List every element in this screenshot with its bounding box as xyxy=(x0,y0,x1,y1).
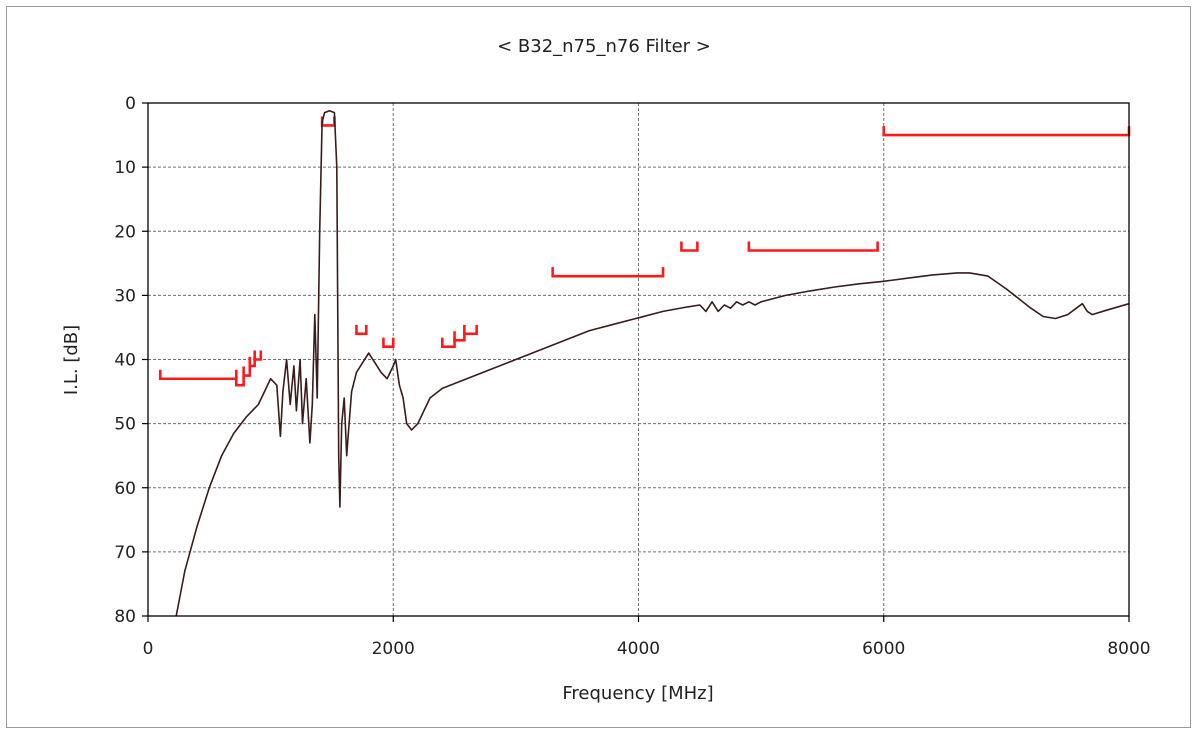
x-tick-label: 2000 xyxy=(372,639,415,659)
x-tick-label: 8000 xyxy=(1107,639,1150,659)
y-tick-label: 60 xyxy=(114,479,136,499)
spec-mask-segment xyxy=(253,350,263,361)
response-curve xyxy=(175,109,1130,617)
x-tick-label: 6000 xyxy=(862,639,905,659)
spec-mask-segment xyxy=(158,369,238,381)
x-tick-label: 4000 xyxy=(617,639,660,659)
spec-mask-segment xyxy=(441,337,456,348)
chart-frame xyxy=(6,6,1191,728)
spec-mask-segment xyxy=(382,337,395,348)
y-tick-label: 80 xyxy=(114,607,136,627)
grid xyxy=(148,103,1129,616)
spec-mask-segment xyxy=(463,324,478,336)
y-tick-label: 70 xyxy=(114,543,136,563)
spec-mask-layer xyxy=(158,116,1131,387)
y-tick-label: 10 xyxy=(114,158,136,178)
spec-mask-segment xyxy=(242,366,252,377)
spec-mask-segment xyxy=(453,331,466,342)
y-tick-label: 30 xyxy=(114,286,136,306)
y-axis-ticks: 0 10 20 30 40 50 60 70 80 xyxy=(114,94,148,627)
y-tick-label: 0 xyxy=(125,94,136,114)
spec-mask-segment xyxy=(680,241,699,252)
spec-mask-segment xyxy=(882,126,1131,137)
spec-mask-segment xyxy=(551,267,665,278)
y-tick-label: 40 xyxy=(114,351,136,371)
y-tick-label: 50 xyxy=(114,415,136,435)
x-tick-label: 0 xyxy=(143,639,154,659)
series-layer xyxy=(175,109,1130,617)
spec-mask-segment xyxy=(355,324,368,336)
chart-title: < B32_n75_n76 Filter > xyxy=(497,36,711,57)
spec-mask-segment xyxy=(747,241,879,252)
spec-mask-segment xyxy=(248,356,256,368)
spec-mask-segment xyxy=(234,376,245,387)
y-tick-label: 20 xyxy=(114,222,136,242)
x-axis-title: Frequency [MHz] xyxy=(562,683,713,704)
y-axis-title: I.L. [dB] xyxy=(61,325,82,395)
x-axis-ticks: 0 2000 4000 6000 8000 xyxy=(143,616,1151,659)
